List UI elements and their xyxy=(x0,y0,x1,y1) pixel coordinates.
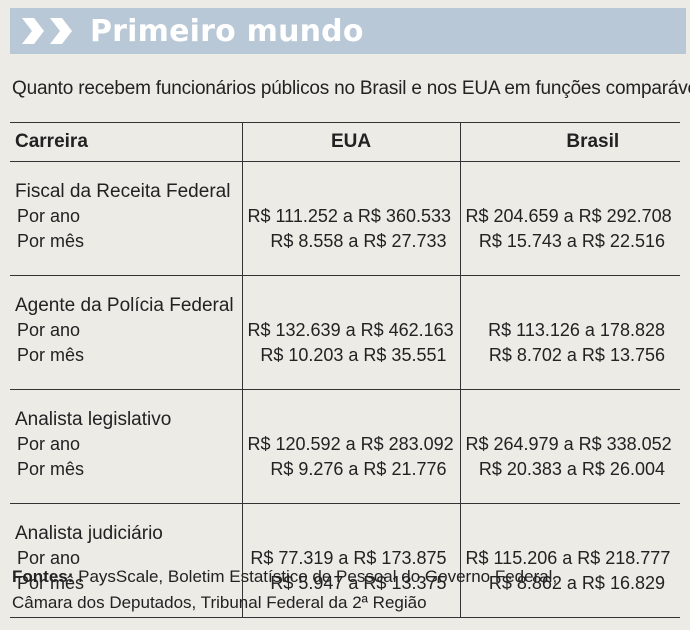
eua-month-value: R$ 8.558 a R$ 27.733 xyxy=(270,231,447,251)
eua-month-value: R$ 10.203 a R$ 35.551 xyxy=(260,345,447,365)
per-year-label: Por ano xyxy=(17,320,81,340)
career-name: Fiscal da Receita Federal xyxy=(15,181,231,202)
eua-cell: R$ 77.319 a R$ 173.875 R$ 5.947 a R$ 13.… xyxy=(241,503,460,618)
table-row: Analista judiciário Por ano Por mês R$ 7… xyxy=(10,503,680,618)
sources-line-1: Fontes: PaysScale, Boletim Estatístico d… xyxy=(12,564,557,590)
brasil-cell: R$ 113.126 a 178.828 R$ 8.702 a R$ 13.75… xyxy=(459,275,680,390)
chevron-right-icon xyxy=(48,16,72,46)
eua-cell: R$ 120.592 a R$ 283.092 R$ 9.276 a R$ 21… xyxy=(241,389,460,504)
eua-year-value: R$ 120.592 a R$ 283.092 xyxy=(247,434,454,454)
table-row: Agente da Polícia Federal Por ano Por mê… xyxy=(10,275,680,390)
brasil-month-value: R$ 8.702 a R$ 13.756 xyxy=(488,345,665,365)
career-name: Agente da Polícia Federal xyxy=(15,295,234,316)
eua-year-value: R$ 132.639 a R$ 462.163 xyxy=(247,320,454,340)
per-year-label: Por ano xyxy=(17,548,81,568)
career-cell: Fiscal da Receita Federal Por ano Por mê… xyxy=(10,161,242,276)
page-title: Primeiro mundo xyxy=(90,14,364,49)
career-name: Analista judiciário xyxy=(15,523,163,544)
sources-label: Fontes: xyxy=(12,567,74,586)
sources-text-2: Câmara dos Deputados, Tribunal Federal d… xyxy=(12,593,427,612)
eua-year-value: R$ 111.252 a R$ 360.533 xyxy=(247,206,452,226)
brasil-year-value: R$ 204.659 a R$ 292.708 xyxy=(465,206,672,226)
per-year-label: Por ano xyxy=(17,434,81,454)
subtitle: Quanto recebem funcionários públicos no … xyxy=(12,78,690,99)
eua-cell: R$ 111.252 a R$ 360.533 R$ 8.558 a R$ 27… xyxy=(241,161,460,276)
chevron-right-icon xyxy=(20,16,44,46)
brasil-year-value: R$ 113.126 a 178.828 xyxy=(488,320,665,340)
column-header-carreira: Carreira xyxy=(10,122,242,162)
title-banner: Primeiro mundo xyxy=(10,8,686,54)
brasil-cell: R$ 264.979 a R$ 338.052 R$ 20.383 a R$ 2… xyxy=(459,389,680,504)
eua-cell: R$ 132.639 a R$ 462.163 R$ 10.203 a R$ 3… xyxy=(241,275,460,390)
eua-month-value: R$ 5.947 a R$ 13.375 xyxy=(270,573,447,593)
career-cell: Analista judiciário Por ano Por mês xyxy=(10,503,242,618)
career-cell: Agente da Polícia Federal Por ano Por mê… xyxy=(10,275,242,390)
salary-table: Carreira EUA Brasil Fiscal da Receita Fe… xyxy=(10,122,680,618)
brasil-month-value: R$ 15.743 a R$ 22.516 xyxy=(478,231,665,251)
per-month-label: Por mês xyxy=(17,231,85,251)
per-month-label: Por mês xyxy=(17,573,85,593)
brasil-month-value: R$ 8.862 a R$ 16.829 xyxy=(488,573,665,593)
per-year-label: Por ano xyxy=(17,206,81,226)
table-row: Fiscal da Receita Federal Por ano Por mê… xyxy=(10,161,680,276)
per-month-label: Por mês xyxy=(17,345,85,365)
table-row: Analista legislativo Por ano Por mês R$ … xyxy=(10,389,680,504)
brasil-cell: R$ 115.206 a R$ 218.777 R$ 8.862 a R$ 16… xyxy=(459,503,680,618)
career-cell: Analista legislativo Por ano Por mês xyxy=(10,389,242,504)
brasil-cell: R$ 204.659 a R$ 292.708 R$ 15.743 a R$ 2… xyxy=(459,161,680,276)
career-name: Analista legislativo xyxy=(15,409,172,430)
brasil-month-value: R$ 20.383 a R$ 26.004 xyxy=(478,459,665,479)
eua-month-value: R$ 9.276 a R$ 21.776 xyxy=(270,459,447,479)
eua-year-value: R$ 77.319 a R$ 173.875 xyxy=(250,548,447,568)
brasil-year-value: R$ 264.979 a R$ 338.052 xyxy=(465,434,672,454)
sources-text-1: PaysScale, Boletim Estatístico de Pessoa… xyxy=(73,567,558,586)
column-header-eua: EUA xyxy=(241,122,460,162)
brasil-year-value: R$ 115.206 a R$ 218.777 xyxy=(465,548,671,568)
per-month-label: Por mês xyxy=(17,459,85,479)
column-header-brasil: Brasil xyxy=(459,122,680,162)
sources-note: Fontes: PaysScale, Boletim Estatístico d… xyxy=(12,564,557,616)
table-header-row: Carreira EUA Brasil xyxy=(10,122,680,162)
